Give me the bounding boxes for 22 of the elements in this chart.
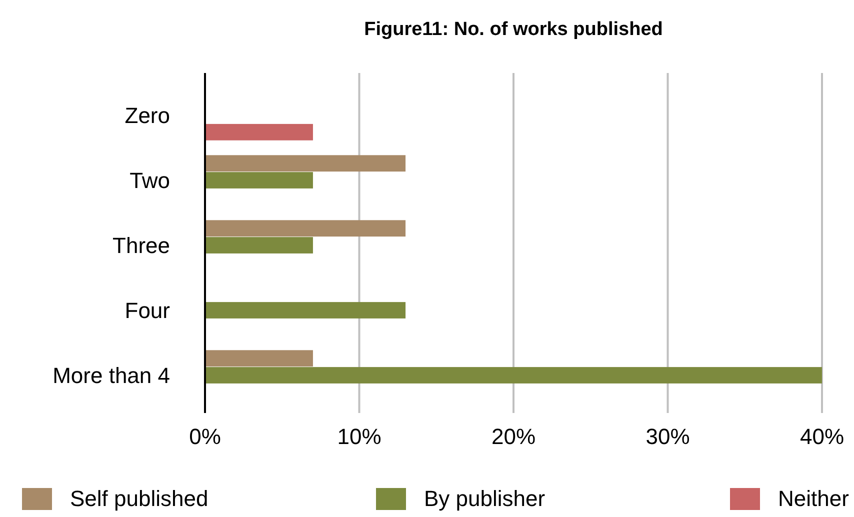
y-tick-label: Three: [112, 233, 170, 258]
bar: [205, 155, 406, 172]
x-tick-label: 40%: [800, 424, 844, 449]
bar: [205, 237, 313, 254]
legend-label: Neither: [778, 486, 849, 511]
x-tick-label: 10%: [337, 424, 382, 449]
y-tick-label: Two: [130, 168, 170, 194]
legend-label: By publisher: [424, 486, 546, 511]
y-tick-label: Zero: [124, 103, 170, 128]
legend-label: Self published: [70, 486, 208, 511]
chart-title: Figure11: No. of works published: [364, 19, 663, 40]
x-tick-label: 20%: [491, 424, 536, 449]
bar: [205, 172, 313, 188]
bar: [205, 367, 822, 384]
y-tick-label: Four: [124, 298, 170, 324]
bar: [205, 220, 406, 237]
bar: [205, 350, 313, 367]
x-tick-label: 0%: [189, 424, 221, 449]
y-tick-label: More than 4: [52, 363, 170, 388]
bar: [205, 302, 406, 318]
bar: [205, 124, 313, 140]
x-tick-label: 30%: [646, 424, 690, 449]
